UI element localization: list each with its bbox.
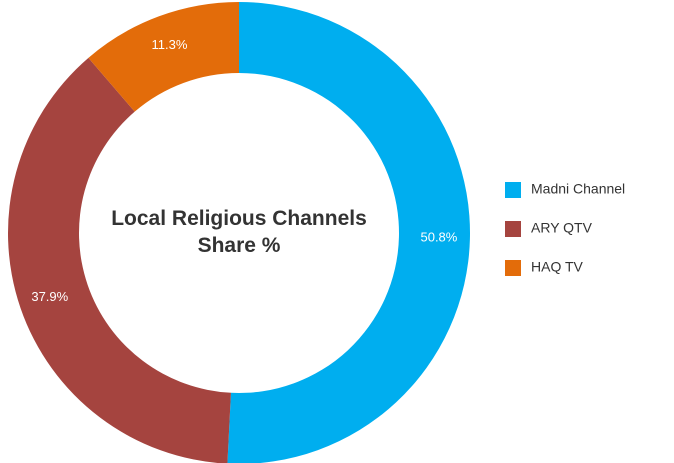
legend-swatch [505, 221, 521, 237]
legend-label: ARY QTV [531, 220, 593, 236]
legend-label: Madni Channel [531, 181, 625, 197]
data-label: 37.9% [31, 289, 68, 304]
legend-swatch [505, 260, 521, 276]
donut-segment [88, 2, 239, 112]
donut-segment [227, 2, 471, 463]
legend-swatch [505, 182, 521, 198]
chart-title: Local Religious Channels Share % [111, 207, 367, 257]
donut-segment [8, 57, 231, 463]
data-label: 50.8% [420, 229, 457, 244]
legend-label: HAQ TV [531, 259, 584, 275]
data-label: 11.3% [152, 37, 188, 52]
